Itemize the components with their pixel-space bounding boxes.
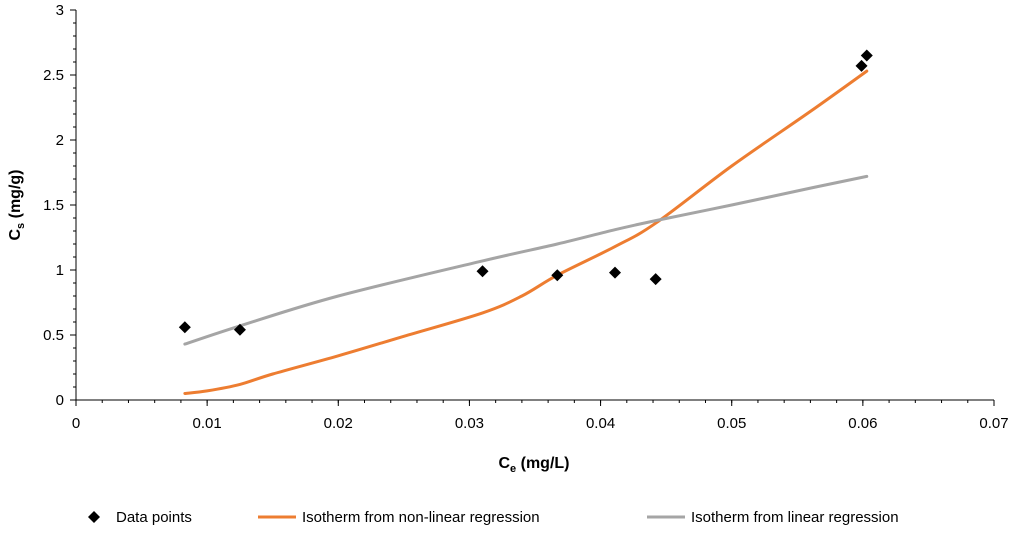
x-axis-title-unit: (mg/L) <box>516 455 569 472</box>
data-point <box>649 273 662 286</box>
x-tick-label: 0.04 <box>586 415 615 432</box>
x-axis-title-sub: e <box>510 463 516 475</box>
data-point <box>855 59 868 72</box>
data-point <box>551 269 564 282</box>
y-tick-label: 3 <box>56 2 64 19</box>
data-point <box>608 266 621 279</box>
y-tick-label: 2 <box>56 132 64 149</box>
data-point <box>860 49 873 62</box>
data-point <box>476 265 489 278</box>
legend-label-nonlinear: Isotherm from non-linear regression <box>302 509 540 526</box>
legend-label-data-points: Data points <box>116 509 192 526</box>
axes-layer: 0 0.5 1 1.5 2 2.5 3 0 0.01 0.02 0.03 0.04 0.05 0.06 0.… <box>43 2 1008 432</box>
x-tick-label: 0.07 <box>979 415 1008 432</box>
x-tick-label: 0.05 <box>717 415 746 432</box>
series-line-1 <box>183 69 869 395</box>
y-tick-label: 0.5 <box>43 327 64 344</box>
y-axis-title-unit: (mg/g) <box>7 169 24 222</box>
data-point <box>178 321 191 334</box>
x-tick-label: 0.03 <box>455 415 484 432</box>
legend-label-linear: Isotherm from linear regression <box>691 509 899 526</box>
x-tick-label: 0.01 <box>193 415 222 432</box>
legend: Data points Isotherm from non-linear reg… <box>88 509 899 526</box>
y-axis-title-sub: s <box>15 223 27 229</box>
x-axis-title-main: C <box>498 455 510 472</box>
data-point <box>233 323 246 336</box>
y-tick-label: 0 <box>56 392 64 409</box>
y-tick-label: 1.5 <box>43 197 64 214</box>
y-axis-title: Cs (mg/g) <box>7 169 27 240</box>
y-axis-title-main: C <box>7 229 24 241</box>
legend-marker-data-points <box>88 511 100 523</box>
x-tick-label: 0.06 <box>848 415 877 432</box>
series-layer <box>178 49 873 395</box>
y-tick-label: 2.5 <box>43 67 64 84</box>
x-tick-label: 0 <box>72 415 80 432</box>
series-line-2 <box>183 174 869 346</box>
y-tick-label: 1 <box>56 262 64 279</box>
x-axis-title: Ce (mg/L) <box>498 455 569 475</box>
x-tick-label: 0.02 <box>324 415 353 432</box>
